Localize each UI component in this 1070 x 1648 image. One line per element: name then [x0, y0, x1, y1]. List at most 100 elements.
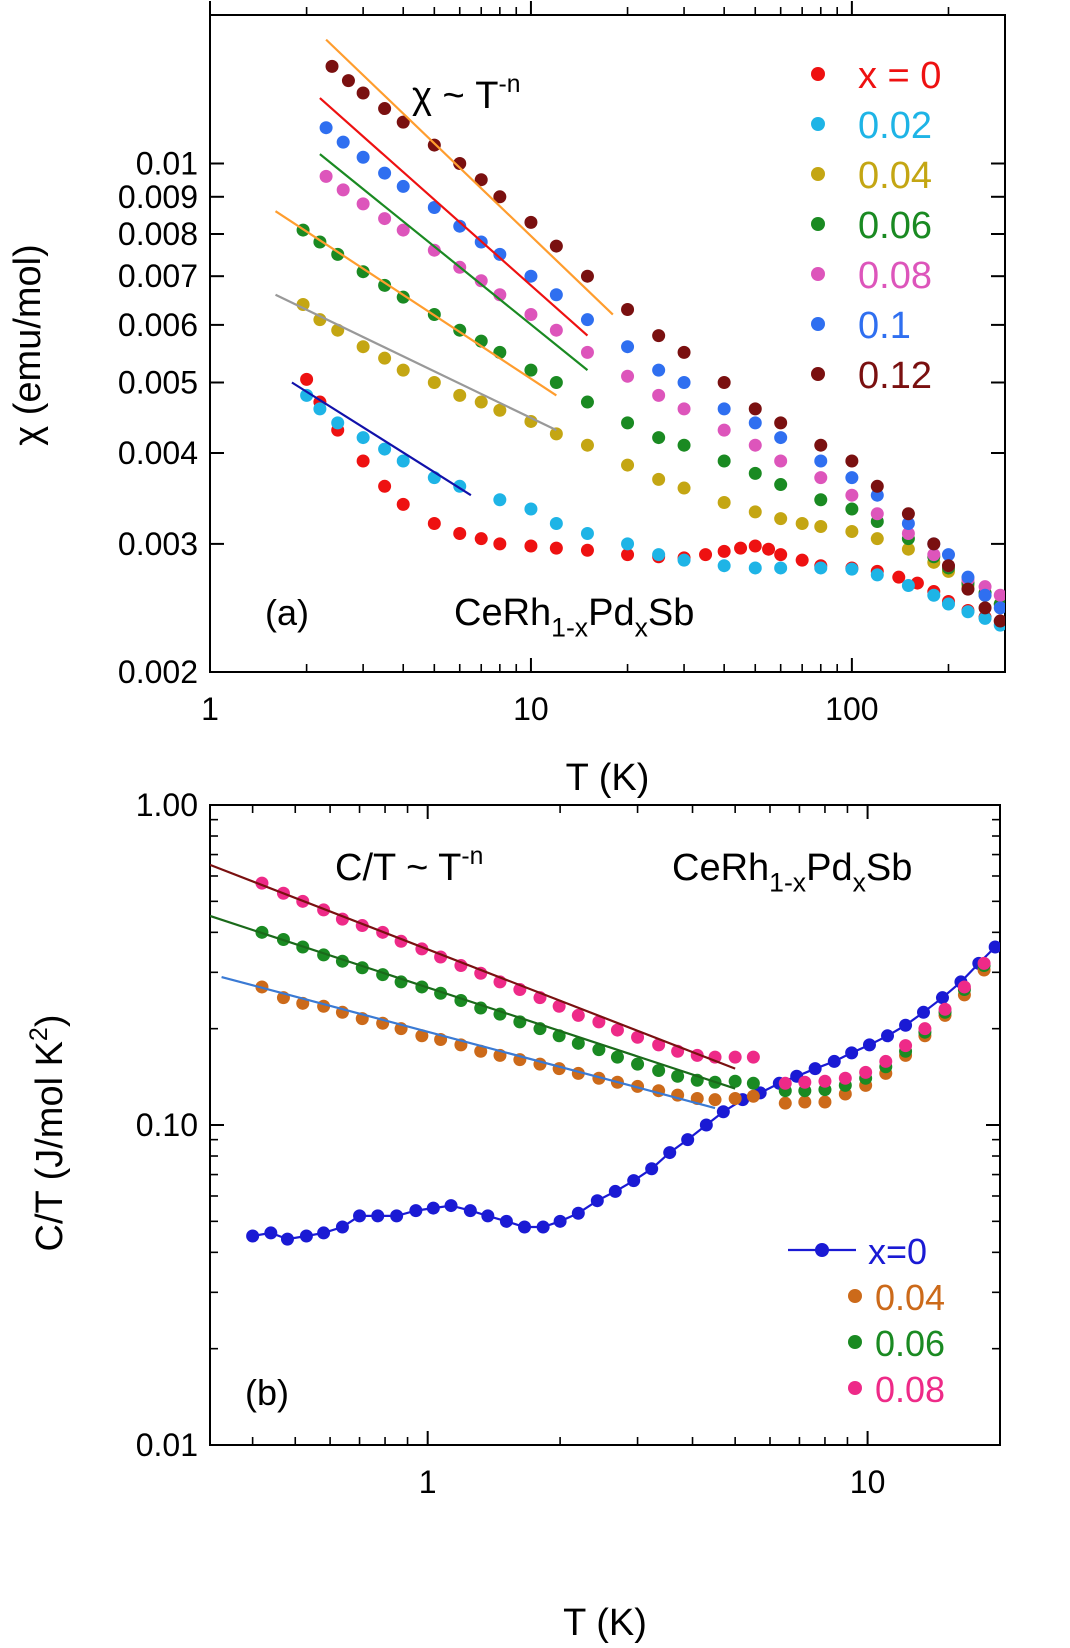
data-point [814, 519, 828, 533]
panel-label: (a) [265, 592, 309, 633]
data-point [677, 481, 691, 495]
data-point [845, 502, 859, 516]
data-point [378, 102, 392, 116]
data-point [748, 505, 762, 519]
data-point [474, 395, 488, 409]
data-point [396, 454, 410, 468]
legend-label: 0.1 [858, 305, 911, 347]
data-point [454, 959, 468, 973]
data-point [978, 588, 992, 602]
data-point [961, 570, 975, 584]
data-point [774, 416, 788, 430]
data-point [378, 212, 392, 226]
data-point [717, 423, 731, 437]
data-point [518, 1220, 532, 1234]
data-point [814, 493, 828, 507]
data-point [677, 553, 691, 567]
data-point [590, 1194, 604, 1208]
data-point [901, 578, 915, 592]
data-point [652, 1038, 666, 1052]
data-point [627, 1174, 641, 1188]
data-point [652, 431, 666, 445]
data-point [795, 517, 809, 531]
data-point [988, 940, 1000, 954]
data-point [317, 1226, 331, 1240]
data-point [845, 525, 859, 539]
data-point [961, 605, 975, 619]
data-point [427, 138, 441, 152]
data-point [552, 999, 566, 1013]
legend-marker [848, 1335, 862, 1349]
data-point [296, 298, 310, 312]
data-point [708, 1093, 722, 1107]
data-point [580, 527, 594, 541]
data-point [941, 559, 955, 573]
data-point [818, 1074, 832, 1088]
data-point [798, 1095, 812, 1109]
data-point [748, 438, 762, 452]
data-point [356, 340, 370, 354]
data-point [677, 402, 691, 416]
panel-label: (b) [245, 1372, 289, 1413]
legend-marker [811, 267, 825, 281]
data-point [571, 1008, 585, 1022]
data-point [319, 169, 333, 183]
power-law-annotation: C/T ~ T-n [335, 843, 483, 889]
data-point [356, 197, 370, 211]
data-point [592, 1015, 606, 1029]
y-tick-label: 0.003 [118, 526, 198, 562]
data-point [549, 288, 563, 302]
data-point [499, 1214, 513, 1228]
fit-line [275, 293, 557, 432]
data-point [571, 1206, 585, 1220]
data-point [717, 495, 731, 509]
y-tick-label: 0.004 [118, 435, 198, 471]
data-point [580, 345, 594, 359]
data-point [892, 570, 906, 584]
fit-line [210, 863, 736, 1070]
x-axis-label: T (K) [566, 757, 650, 799]
data-point [353, 1209, 367, 1223]
data-point [427, 243, 441, 257]
data-point [916, 1005, 930, 1019]
data-point [481, 1209, 495, 1223]
data-point [977, 956, 991, 970]
series-0.08 [319, 169, 1005, 602]
data-point [961, 582, 975, 596]
data-point [453, 388, 467, 402]
data-point [699, 1118, 713, 1132]
y-axis-label: χ (emu/mol) [7, 244, 49, 446]
data-point [762, 542, 776, 556]
data-point [378, 166, 392, 180]
data-point [396, 179, 410, 193]
data-point [444, 1199, 458, 1213]
data-point [774, 454, 788, 468]
x-tick-label: 1 [419, 1464, 437, 1500]
data-point [774, 548, 788, 562]
data-point [717, 544, 731, 558]
data-point [652, 1064, 666, 1078]
legend-label: 0.08 [858, 255, 932, 297]
data-point [549, 375, 563, 389]
data-point [717, 454, 731, 468]
data-point [814, 438, 828, 452]
legend-label: 0.06 [858, 205, 932, 247]
y-tick-label: 0.006 [118, 307, 198, 343]
data-point [774, 431, 788, 445]
data-point [845, 488, 859, 502]
data-point [378, 278, 392, 292]
legend-label: 0.04 [875, 1277, 945, 1318]
data-point [474, 532, 488, 546]
data-point [409, 1204, 423, 1218]
data-point [493, 537, 507, 551]
data-point [356, 431, 370, 445]
data-point [610, 1023, 624, 1037]
data-point [453, 156, 467, 170]
data-point [778, 1076, 792, 1090]
data-point [663, 1146, 677, 1160]
data-point [396, 223, 410, 237]
data-point [621, 340, 635, 354]
data-point [524, 502, 538, 516]
data-point [524, 215, 538, 229]
